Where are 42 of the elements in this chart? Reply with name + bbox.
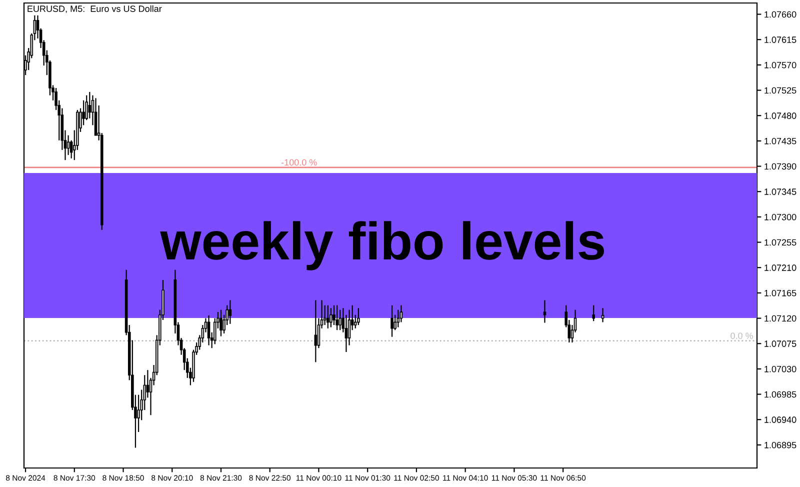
candlestick [357,308,360,326]
y-tick-label: 1.07345 [764,188,796,195]
candlestick [338,309,342,331]
y-tick-label: 1.07435 [764,138,796,144]
candlestick [336,304,338,331]
candlestick [85,94,88,121]
candlestick [332,304,336,326]
candlestick [543,300,546,324]
y-tick-label: 1.06985 [764,391,796,398]
candlestick [207,314,210,346]
y-tick-label: 1.07210 [764,264,796,271]
y-tick-label: 1.07390 [764,163,796,170]
annotation: weekly fibo levels [160,221,604,270]
y-tick-label: 1.07030 [764,366,796,372]
annotation: 0.0 % [730,332,754,339]
y-tick-label: 1.07165 [764,290,796,296]
y-tick-label: 1.07570 [764,62,796,68]
y-tick-label: 1.07660 [764,11,796,18]
candlestick [88,91,92,119]
y-tick-label: 1.07300 [764,214,796,220]
y-tick-label: 1.07075 [764,340,796,347]
y-tick-label: 1.07120 [764,315,796,322]
annotation: -100.0 % [281,159,317,166]
candlestick [592,304,595,322]
chart-title: EURUSD, M5: Euro vs US Dollar [28,5,162,14]
y-tick-label: 1.07255 [764,239,796,246]
candlestick [146,369,150,398]
candlestick [314,300,318,363]
candlestick [326,304,330,329]
candlestick [330,308,332,328]
candlestick [394,314,396,331]
candlestick [220,309,222,337]
candlestick [390,304,394,338]
y-tick-label: 1.07480 [764,112,796,119]
candlestick [601,308,604,323]
y-tick-label: 1.06895 [764,442,796,448]
y-tick-label: 1.06940 [764,416,796,423]
candlestick [82,100,85,126]
candlestick [228,300,232,324]
y-tick-label: 1.07525 [764,87,796,94]
y-tick-label: 1.07615 [764,36,796,43]
candlestick [396,309,400,328]
